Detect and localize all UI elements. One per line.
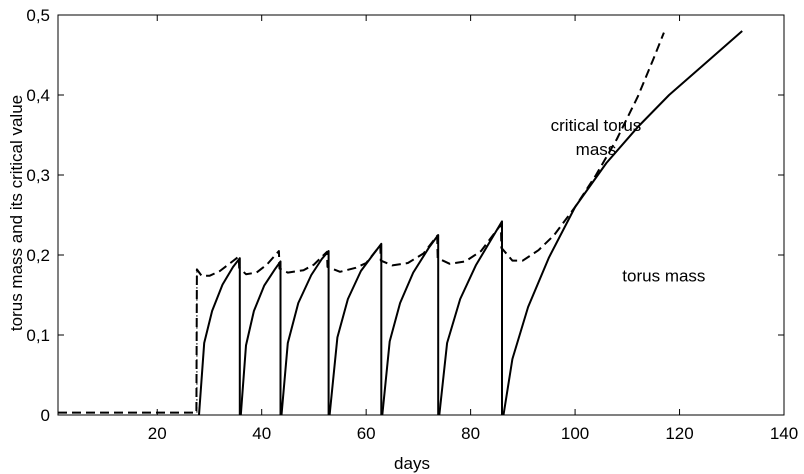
torus-mass-line (198, 257, 241, 416)
torus-mass-line (381, 234, 440, 416)
x-tick-label: 60 (357, 424, 376, 443)
series-annotation: critical torus (551, 116, 642, 135)
plot-frame (57, 14, 785, 416)
torus-mass-line (438, 220, 503, 416)
chart-labels: 20 40 60 80 100 120 140 0 0,1 0,2 0,3 0,4 0,5 days tor… (7, 6, 798, 473)
torus-mass-line (502, 30, 743, 416)
y-tick-label: 0,4 (26, 86, 50, 105)
x-tick-label: 40 (252, 424, 271, 443)
y-tick-label: 0,1 (26, 326, 50, 345)
series-annotation: mass (576, 140, 617, 159)
series-annotation: torus mass (622, 266, 705, 285)
torus-mass-line (280, 250, 330, 416)
x-tick-label: 100 (561, 424, 589, 443)
x-axis-label: days (394, 454, 430, 473)
y-axis-label: torus mass and its critical value (7, 95, 26, 331)
x-tick-label: 80 (461, 424, 480, 443)
x-tick-label: 120 (665, 424, 693, 443)
y-tick-label: 0,2 (26, 246, 50, 265)
y-tick-label: 0 (41, 406, 50, 425)
x-tick-label: 140 (770, 424, 798, 443)
y-tick-label: 0,5 (26, 6, 50, 25)
axes (57, 14, 785, 416)
critical-torus-mass-line (58, 32, 665, 414)
x-tick-label: 20 (148, 424, 167, 443)
torus-mass-line (239, 260, 282, 416)
y-tick-label: 0,3 (26, 166, 50, 185)
plot-area (58, 30, 743, 416)
torus-mass-line (328, 242, 383, 416)
